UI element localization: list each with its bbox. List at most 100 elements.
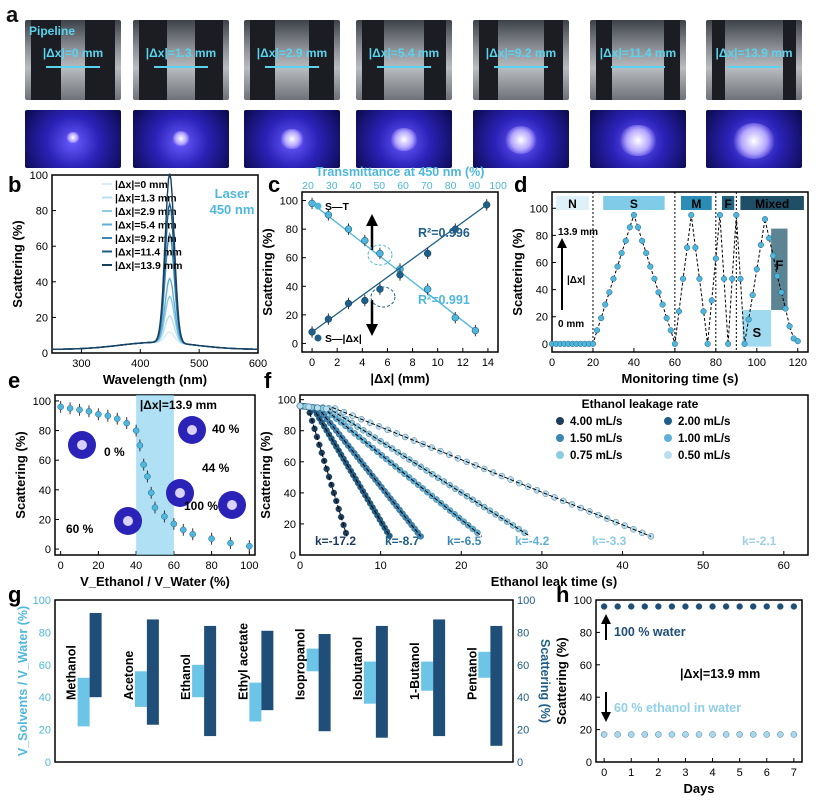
x-tick-label: 0: [601, 767, 607, 779]
data-point: [682, 603, 689, 610]
data-point: [733, 212, 740, 219]
solvent-label: Ethanol: [179, 654, 193, 700]
slope-label: k=-3.3: [592, 534, 627, 548]
gap-label: |Δx|=13.9 mm: [715, 46, 793, 60]
arrow-head: [557, 238, 567, 248]
scattering-bar: [490, 625, 503, 746]
y-tick-label: 60: [536, 258, 548, 270]
data-point: [696, 275, 703, 282]
inset-label: 100 %: [184, 499, 218, 513]
scattering-bar: [89, 612, 102, 698]
laser-annotation: Laser: [215, 186, 250, 201]
data-point: [667, 327, 674, 334]
slope-label: k=-6.5: [447, 534, 482, 548]
data-point: [123, 419, 130, 427]
laser-photo: [706, 110, 802, 168]
fit-line: [307, 407, 348, 537]
panel-letter-c: c: [268, 172, 280, 197]
photo-strip: a |Δx|=0 mm Pipeline |Δx|=1.3 mm |Δx|=2.9 m…: [0, 0, 818, 170]
data-point: [682, 731, 689, 738]
x-axis-label: |Δx| (mm): [370, 371, 429, 386]
data-point: [722, 731, 730, 738]
solvent-label: Methanol: [65, 645, 79, 700]
plot-frame: [299, 394, 809, 556]
y-axis-label: Scattering (%): [510, 228, 525, 315]
data-point: [655, 731, 662, 738]
data-point: [595, 511, 602, 519]
x-tick-label: 20: [587, 357, 599, 369]
pipe-end-right: [195, 20, 224, 100]
chart-e: 0 20 40 60 80 100 0 20 40 60 80 100 V_Ethanol / V_Wa…: [13, 394, 259, 589]
data-point: [354, 423, 361, 430]
data-point: [659, 301, 666, 308]
solvent-label: Acetone: [122, 651, 136, 700]
gap-arrow: [377, 66, 431, 68]
data-point: [777, 731, 784, 738]
pipe-end-left: [30, 20, 62, 100]
y-tick-label: 60: [286, 253, 298, 265]
highlight-band: [136, 395, 174, 555]
legend-entry: 1.50 mL/s: [570, 433, 622, 445]
data-point: [750, 731, 757, 738]
data-point: [651, 275, 658, 282]
segment-label: Mixed: [755, 197, 789, 211]
data-point: [594, 327, 601, 334]
legend-entry: |Δx|=13.9 mm: [115, 260, 182, 272]
fit-line: [312, 407, 391, 537]
y-tick-label: 100: [278, 395, 296, 407]
top-tick-label: 100: [489, 180, 507, 192]
legend-entry: |Δx|=5.4 mm: [115, 220, 177, 232]
y-tick-label-right: 80: [517, 627, 529, 639]
top-tick-label: 80: [445, 180, 457, 192]
y-axis-label: Scattering (%): [554, 637, 569, 724]
x-tick-label: 14: [482, 357, 494, 369]
data-point: [330, 489, 338, 497]
gap-arrow: [611, 66, 665, 68]
data-point: [600, 731, 608, 738]
data-point: [695, 731, 703, 738]
x-tick-label: 80: [205, 560, 217, 572]
y-axis-label: Scattering (%): [260, 228, 275, 315]
y-tick-label: 40: [580, 692, 592, 704]
top-tick-label: 60: [397, 180, 409, 192]
data-point: [641, 603, 648, 610]
legend-marker: [664, 451, 672, 459]
legend-title: Ethanol leakage rate: [582, 397, 699, 411]
x-tick-label: 600: [249, 358, 267, 370]
data-point: [736, 603, 743, 610]
x-tick-label: 300: [72, 358, 90, 370]
pipeline-label: Pipeline: [29, 24, 76, 38]
y-tick-label: 80: [39, 426, 51, 438]
data-point: [208, 535, 215, 542]
y-tick-label: 0: [290, 550, 296, 562]
scattering-bar: [318, 634, 331, 732]
laser-photo: [25, 110, 121, 168]
scattering-bar: [204, 625, 217, 737]
slope-label: k=-8.7: [385, 534, 420, 548]
data-point: [725, 340, 732, 347]
y-tick-label: 20: [536, 312, 548, 324]
data-point: [680, 275, 687, 282]
data-point: [647, 263, 654, 270]
data-point: [777, 603, 784, 610]
pipe-end-left: [711, 20, 726, 100]
data-point: [348, 419, 356, 427]
data-point: [753, 266, 760, 273]
legend-entry: 4.00 mL/s: [570, 416, 622, 428]
y-tick-label: 20: [36, 312, 48, 324]
data-point: [741, 340, 748, 347]
solvent-label: Ethyl acetate: [236, 623, 250, 700]
x-tick-label: 100: [240, 560, 258, 572]
scatter-glow: [171, 130, 191, 146]
laser-photo: [133, 110, 229, 168]
solvent-label: 1-Butanol: [408, 642, 422, 700]
scatter-glow: [280, 129, 304, 149]
y-tick-label: 40: [284, 488, 296, 500]
legend-entry: |Δx|=0 mm: [115, 179, 168, 191]
inset-glow: [187, 425, 197, 435]
data-point: [475, 500, 482, 507]
y-tick-label: 20: [39, 725, 51, 737]
x-tick-label: 40: [130, 560, 142, 572]
data-point: [483, 201, 491, 209]
arrow-head: [366, 324, 378, 336]
